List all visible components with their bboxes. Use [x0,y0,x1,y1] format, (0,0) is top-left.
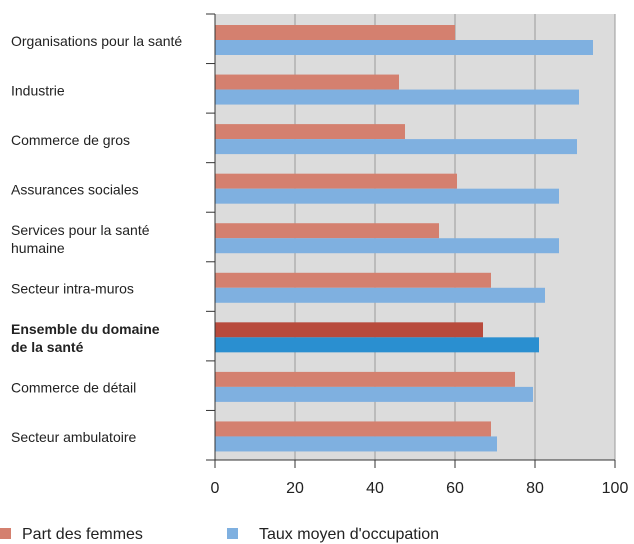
legend-label-taux-moyen-occupation: Taux moyen d'occupation [259,526,439,543]
x-tick-label-80: 80 [526,480,544,497]
bar-series-0-cat-3 [215,173,457,189]
bar-series-0-cat-1 [215,74,399,90]
x-tick-label-100: 100 [602,480,629,497]
axes [206,13,616,468]
category-label-3: Assurances sociales [11,181,139,197]
bar-series-1-cat-0 [215,40,593,55]
category-labels: Organisations pour la santé Industrie Comm… [11,33,182,445]
legend-swatch-taux-moyen-occupation [227,528,238,539]
x-tick-label-40: 40 [366,480,384,497]
bar-series-1-cat-2 [215,139,577,155]
bar-series-1-cat-1 [215,89,579,105]
bar-series-0-cat-5 [215,272,491,288]
bar-series-0-cat-6 [215,322,483,338]
x-tick-labels: 0 20 40 60 80 100 [211,480,629,497]
category-label-0: Organisations pour la santé [11,33,182,49]
legend-label-part-des-femmes: Part des femmes [22,526,143,543]
bar-series-1-cat-4 [215,238,559,254]
bar-series-0-cat-2 [215,124,405,140]
category-label-8: Secteur ambulatoire [11,429,137,445]
category-label-2: Commerce de gros [11,132,130,148]
bar-series-0-cat-8 [215,421,491,437]
bars [215,25,593,452]
category-label-6: Ensemble du domaine de la santé [11,321,160,355]
x-tick-label-20: 20 [286,480,304,497]
bar-series-1-cat-3 [215,188,559,204]
category-label-5: Secteur intra-muros [11,281,134,297]
x-tick-label-0: 0 [211,480,220,497]
legend: Part des femmes Taux moyen d'occupation [0,526,439,543]
bar-series-0-cat-4 [215,223,439,239]
category-label-7: Commerce de détail [11,380,136,396]
bar-series-1-cat-7 [215,386,533,402]
x-tick-label-60: 60 [446,480,464,497]
bar-series-1-cat-8 [215,436,497,452]
bar-series-1-cat-6 [215,337,539,353]
legend-swatch-part-des-femmes [0,528,11,539]
category-label-1: Industrie [11,82,65,98]
bar-series-1-cat-5 [215,287,545,303]
bar-series-0-cat-0 [215,25,455,40]
bar-series-0-cat-7 [215,371,515,387]
category-label-4: Services pour la santé humaine [11,222,150,256]
